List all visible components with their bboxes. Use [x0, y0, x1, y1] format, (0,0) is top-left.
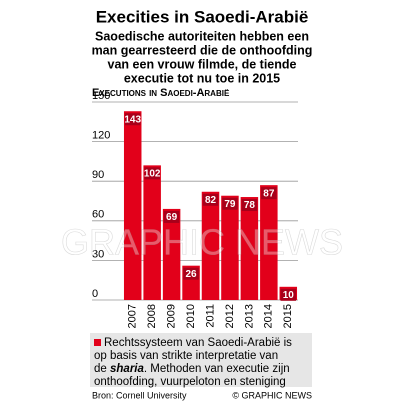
value-label-box [144, 167, 160, 180]
note-text: de sharia. Methoden van executie zijn [94, 363, 290, 375]
bar [123, 111, 142, 301]
bar [240, 197, 259, 300]
value-label-box [202, 193, 219, 206]
credit: © GRAPHIC NEWS [232, 390, 312, 400]
y-tick-label: 150 [92, 90, 110, 102]
y-tick-label: 30 [92, 248, 104, 260]
chart-title: Execities in Saoedi-Arabië [96, 7, 309, 26]
x-tick-label: 2012 [224, 304, 236, 328]
value-label-box [222, 197, 238, 210]
source: Bron: Cornell University [92, 390, 187, 400]
note-part: sharia [110, 363, 144, 375]
note-part: . Methoden van executie zijn [144, 363, 290, 375]
subtitle: executie tot nu toe in 2015 [124, 71, 280, 85]
subtitle: Saoedische autoriteiten hebben een [95, 29, 309, 43]
value-label-box [163, 210, 180, 223]
bar [143, 165, 161, 300]
watermark: GRAPHIC NEWS [61, 222, 343, 263]
note-part: de [94, 363, 110, 375]
x-tick-label: 2009 [166, 304, 178, 328]
bar [260, 185, 278, 300]
note-bullet [94, 339, 101, 346]
bar [201, 191, 220, 300]
y-tick-label: 0 [92, 288, 98, 300]
value-label-box [124, 113, 141, 126]
x-tick-label: 2015 [282, 304, 294, 328]
value-label: 143 [124, 114, 141, 125]
x-tick-label: 2010 [185, 304, 197, 328]
y-tick-label: 60 [92, 209, 104, 221]
value-label: 102 [144, 169, 161, 180]
value-label-box [183, 267, 199, 280]
value-label: 82 [205, 195, 217, 206]
x-tick-label: 2007 [127, 304, 139, 328]
x-tick-label: 2014 [263, 304, 275, 328]
x-tick-label: 2013 [243, 304, 255, 328]
value-label-box [261, 187, 277, 200]
value-label: 87 [263, 188, 275, 199]
y-axis-label: Executions in Saoedi-Arabië [92, 87, 230, 99]
value-label: 78 [244, 200, 256, 211]
y-tick-label: 90 [92, 169, 104, 181]
subtitle: man gearresteerd die de onthoofding [92, 43, 313, 57]
value-label: 79 [224, 199, 236, 210]
value-label: 26 [185, 269, 197, 280]
value-label-box [241, 199, 258, 212]
value-label: 10 [283, 290, 295, 301]
x-tick-label: 2008 [146, 304, 158, 328]
bar [221, 195, 239, 300]
value-label-box [280, 288, 297, 301]
y-tick-label: 120 [92, 130, 110, 142]
note-text: op basis van strikte interpretatie van [94, 350, 278, 362]
note-text: onthoofding, vuurpeloton en steniging [94, 376, 286, 388]
note-text: Rechtssysteem van Saoedi-Arabië is [104, 337, 292, 349]
bar [162, 208, 181, 300]
value-label: 69 [166, 212, 178, 223]
x-tick-label: 2011 [204, 304, 216, 328]
note-box [90, 333, 312, 387]
subtitle: van een vrouw filmde, de tiende [108, 57, 297, 71]
